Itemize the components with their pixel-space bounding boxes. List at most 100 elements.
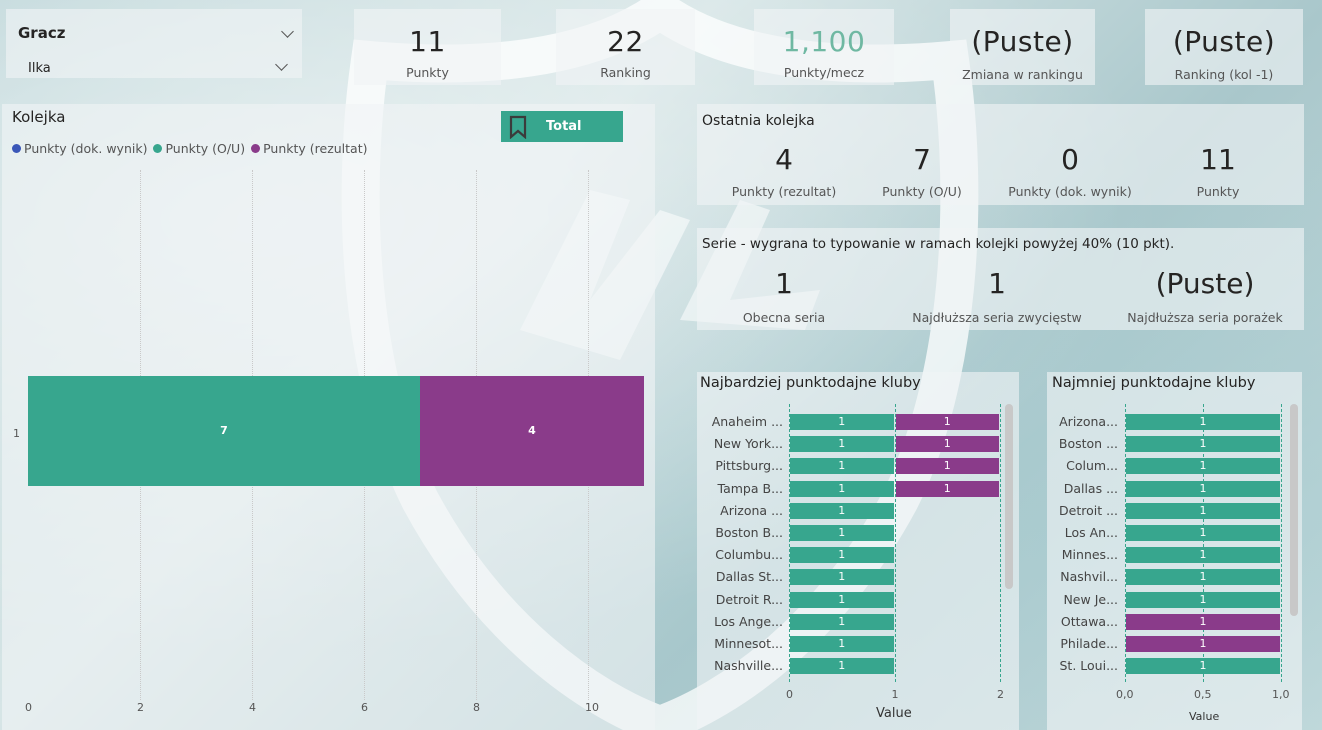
bottom-axis-title: Value (1189, 710, 1220, 723)
club-label: Boston B... (715, 525, 783, 540)
x-tick-label: 6 (361, 701, 368, 714)
club-label: Boston ... (1058, 436, 1118, 452)
club-bar[interactable]: 1 (790, 525, 894, 541)
club-bar[interactable]: 1 (790, 591, 894, 608)
legend-item[interactable]: Punkty (rezultat) (251, 141, 368, 156)
bar-segment[interactable]: 7 (28, 376, 420, 486)
club-bar[interactable]: 1 (1126, 480, 1280, 497)
x-tick-label: 2 (137, 701, 144, 714)
data-label: 1 (838, 614, 846, 628)
club-bar[interactable]: 1 (1126, 613, 1280, 630)
bottom-clubs-scrollbar[interactable] (1290, 404, 1298, 616)
club-label: Anaheim ... (711, 414, 783, 429)
club-bar[interactable]: 1 (1126, 414, 1280, 430)
data-label: 1 (838, 526, 846, 539)
kpi-card-points-per-match: 1,100 Punkty/mecz (754, 9, 894, 85)
data-label: 1 (1199, 614, 1207, 628)
club-bar[interactable]: 1 (790, 636, 894, 652)
club-bar[interactable]: 1 (790, 436, 894, 453)
club-bar[interactable]: 1 (790, 547, 894, 564)
club-bar[interactable]: 1 (895, 458, 999, 475)
x-tick-label: 10 (585, 701, 599, 714)
data-label: 1 (943, 459, 951, 473)
data-label: 1 (838, 637, 846, 650)
club-bar[interactable]: 1 (1126, 525, 1280, 541)
kpi-card-previous-ranking: (Puste) Ranking (kol -1) (1145, 9, 1303, 85)
x-tick-label: 1,0 (1272, 688, 1290, 701)
x-tick-label: 8 (473, 701, 480, 714)
kpi-value: 11 (409, 25, 446, 58)
data-label: 1 (838, 659, 846, 673)
x-tick-label: 0 (25, 701, 32, 714)
club-label: Colum... (1066, 458, 1118, 474)
club-bar[interactable]: 1 (1126, 569, 1280, 586)
data-label: 1 (943, 415, 951, 428)
club-bar[interactable]: 1 (895, 414, 999, 430)
data-label: 1 (838, 415, 846, 428)
data-label: 1 (838, 459, 846, 473)
series-label: Obecna seria (742, 310, 826, 325)
kpi-label: Ranking (600, 65, 651, 80)
series-value: 1 (988, 267, 1006, 300)
kpi-value: 1,100 (782, 25, 866, 58)
x-tick-label: 1 (891, 688, 899, 701)
kolejka-title: Kolejka (12, 108, 66, 126)
data-label: 1 (1199, 437, 1207, 451)
y-tick-label: 1 (13, 427, 20, 440)
player-slicer[interactable]: Gracz Ilka (6, 9, 302, 78)
club-bar[interactable]: 1 (1126, 658, 1280, 675)
club-bar[interactable]: 1 (790, 613, 894, 630)
legend-item[interactable]: Punkty (O/U) (153, 141, 245, 156)
total-bookmark-button[interactable]: Total (501, 111, 623, 142)
club-bar[interactable]: 1 (895, 480, 999, 497)
last-round-label: Punkty (rezultat) (731, 184, 837, 199)
data-label: 1 (838, 548, 846, 562)
club-bar[interactable]: 1 (790, 658, 894, 675)
club-bar[interactable]: 1 (790, 480, 894, 497)
legend-item[interactable]: Punkty (dok. wynik) (12, 141, 147, 156)
data-label: 1 (1199, 415, 1207, 428)
club-label: St. Loui... (1059, 658, 1119, 674)
bar-segment[interactable]: 4 (420, 376, 644, 486)
bookmark-icon (509, 115, 527, 139)
data-label: 4 (528, 424, 536, 437)
club-label: Minnes... (1061, 547, 1118, 563)
last-round-label: Punkty (1196, 184, 1240, 199)
slicer-selected-value[interactable]: Ilka (28, 61, 51, 76)
last-round-card (697, 104, 1304, 205)
club-bar[interactable]: 1 (1126, 636, 1280, 652)
series-label: Najdłuższa seria porażek (1127, 310, 1283, 325)
kpi-card-ranking: 22 Ranking (556, 9, 695, 85)
club-label: Detroit ... (1059, 502, 1118, 518)
axis-grid-line (1281, 404, 1282, 682)
kpi-value: (Puste) (1172, 25, 1276, 58)
top-clubs-scrollbar[interactable] (1005, 404, 1013, 589)
club-bar[interactable]: 1 (1126, 502, 1280, 519)
kpi-value: 22 (607, 25, 644, 58)
data-label: 1 (838, 481, 846, 495)
club-bar[interactable]: 1 (895, 436, 999, 453)
club-bar[interactable]: 1 (790, 502, 894, 519)
club-bar[interactable]: 1 (790, 458, 894, 475)
club-bar[interactable]: 1 (1126, 547, 1280, 564)
last-round-label: Punkty (dok. wynik) (1008, 184, 1132, 199)
x-tick-label: 0 (786, 688, 793, 701)
last-round-value: 11 (1200, 143, 1236, 176)
club-label: New York... (713, 436, 783, 452)
club-label: Nashvil... (1060, 569, 1118, 585)
club-label: Nashville... (714, 658, 783, 674)
club-label: Arizona... (1059, 414, 1118, 429)
club-bar[interactable]: 1 (1126, 458, 1280, 475)
data-label: 1 (1199, 459, 1207, 473)
club-bar[interactable]: 1 (1126, 436, 1280, 453)
club-bar[interactable]: 1 (790, 569, 894, 586)
axis-grid-line (1125, 404, 1126, 682)
series-value: 1 (775, 267, 793, 300)
last-round-value: 7 (913, 143, 931, 176)
chevron-down-icon[interactable] (281, 25, 294, 38)
club-bar[interactable]: 1 (790, 414, 894, 430)
chevron-down-icon[interactable] (275, 58, 288, 71)
x-tick-label: 0,0 (1116, 688, 1134, 701)
club-bar[interactable]: 1 (1126, 591, 1280, 608)
data-label: 7 (220, 424, 228, 437)
